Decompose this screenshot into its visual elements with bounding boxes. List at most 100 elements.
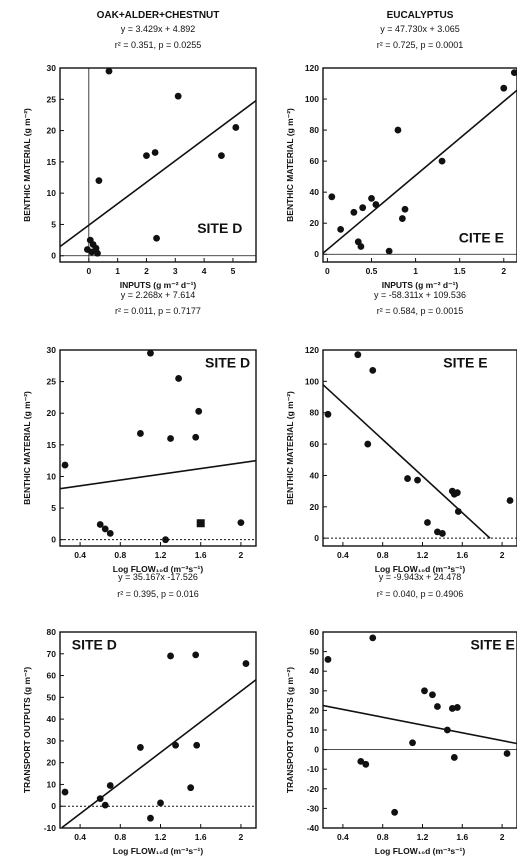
x-axis-label: Log FLOW₁₀d (m⁻³s⁻¹) xyxy=(113,564,204,574)
x-axis-label: INPUTS (g m⁻² d⁻¹) xyxy=(382,280,459,290)
data-point xyxy=(106,782,114,789)
y-tick-label: 40 xyxy=(47,714,57,724)
data-point xyxy=(414,476,421,484)
regression-stats: r² = 0.040, p = 0.4906 xyxy=(377,589,464,599)
panel-p6: y = -9.943x + 24.478 r² = 0.040, p = 0.49… xyxy=(285,572,517,856)
y-tick-label: 60 xyxy=(310,156,320,166)
data-point xyxy=(354,351,362,359)
data-point xyxy=(237,519,245,527)
y-tick-label: -30 xyxy=(307,803,320,813)
regression-line xyxy=(60,459,256,490)
y-tick-label: 10 xyxy=(310,725,320,735)
data-point xyxy=(96,521,104,528)
x-tick-label: 1.2 xyxy=(417,832,429,842)
y-tick-label: 10 xyxy=(47,471,57,481)
data-point xyxy=(372,201,380,208)
y-tick-label: 15 xyxy=(47,440,57,450)
y-tick-label: -20 xyxy=(307,784,320,794)
regression-equation: y = 35.167x -17.526 xyxy=(118,572,198,582)
y-tick-label: 20 xyxy=(310,705,320,715)
data-point xyxy=(453,704,461,711)
y-tick-label: 60 xyxy=(310,627,320,637)
data-point xyxy=(242,660,250,667)
site-label: SITE D xyxy=(72,637,117,653)
data-point xyxy=(350,208,358,216)
x-tick-label: 0.5 xyxy=(366,266,378,276)
x-tick-label: 0 xyxy=(86,266,91,276)
data-point xyxy=(137,744,144,751)
x-tick-label: 0.8 xyxy=(114,550,126,560)
data-point xyxy=(362,760,370,768)
data-point xyxy=(193,741,201,749)
data-point xyxy=(105,67,113,75)
data-point xyxy=(368,194,375,202)
plot-frame xyxy=(59,67,257,263)
data-point xyxy=(61,788,69,796)
x-tick-label: 0.8 xyxy=(114,832,126,842)
y-tick-label: 100 xyxy=(305,376,319,386)
y-tick-label: -10 xyxy=(44,823,57,833)
site-label: CITE E xyxy=(459,230,504,246)
y-tick-label: 25 xyxy=(47,94,57,104)
regression-stats: r² = 0.395, p = 0.016 xyxy=(117,589,199,599)
y-tick-label: 100 xyxy=(305,94,319,104)
data-point xyxy=(187,784,195,792)
y-tick-label: 0 xyxy=(314,249,319,259)
y-tick-label: 20 xyxy=(310,218,320,228)
panel-p2: EUCALYPTUS y = 47.730x + 3.065 r² = 0.725,… xyxy=(285,10,517,290)
panel-header: EUCALYPTUS xyxy=(387,10,454,21)
data-point xyxy=(192,433,200,441)
data-point xyxy=(328,193,336,201)
y-tick-label: 20 xyxy=(310,502,320,512)
data-point xyxy=(357,757,365,765)
panel-p3: y = 2.268x + 7.614 r² = 0.011, p = 0.7177… xyxy=(22,290,257,574)
data-point xyxy=(88,248,96,256)
data-point xyxy=(391,808,399,816)
data-point xyxy=(385,247,393,255)
y-axis-label: TRANSPORT OUTPUTS (g m⁻²) xyxy=(22,667,32,793)
regression-stats: r² = 0.584, p = 0.0015 xyxy=(377,306,464,316)
data-point xyxy=(429,691,436,699)
x-tick-label: 1 xyxy=(115,266,120,276)
data-point xyxy=(438,157,446,165)
regression-equation: y = 2.268x + 7.614 xyxy=(121,290,196,300)
y-tick-label: 0 xyxy=(51,801,56,811)
data-point xyxy=(143,152,150,160)
y-tick-label: 60 xyxy=(47,671,57,681)
y-tick-label: 0 xyxy=(51,535,56,545)
y-axis-label: BENTHIC MATERIAL (g m⁻²) xyxy=(285,108,295,222)
y-tick-label: 30 xyxy=(310,686,320,696)
y-tick-label: 60 xyxy=(310,439,320,449)
data-point xyxy=(174,92,182,100)
data-point xyxy=(157,799,164,807)
data-point xyxy=(167,435,174,442)
site-label: SITE E xyxy=(443,355,487,371)
x-tick-label: 1 xyxy=(413,266,418,276)
data-point xyxy=(409,739,416,747)
y-tick-label: 5 xyxy=(51,503,56,513)
plot-frame xyxy=(322,67,517,263)
y-tick-label: 20 xyxy=(47,408,57,418)
y-tick-label: 70 xyxy=(47,649,57,659)
regression-line xyxy=(60,100,256,248)
data-point xyxy=(151,149,159,156)
x-tick-label: 1.2 xyxy=(155,550,167,560)
data-point xyxy=(101,801,109,809)
data-point xyxy=(61,461,69,469)
data-point xyxy=(106,529,114,537)
x-tick-label: 2 xyxy=(501,266,506,276)
y-tick-label: 50 xyxy=(310,647,320,657)
data-point-square xyxy=(196,519,205,528)
data-point xyxy=(167,652,174,660)
y-tick-label: -10 xyxy=(307,764,320,774)
data-point xyxy=(192,651,200,659)
panel-p4: y = -58.311x + 109.536 r² = 0.584, p = 0.… xyxy=(285,290,517,574)
x-axis-label: Log FLOW₁₀d (m⁻³s⁻¹) xyxy=(375,564,466,574)
regression-line xyxy=(61,679,256,828)
regression-equation: y = 3.429x + 4.892 xyxy=(121,24,196,34)
data-point xyxy=(421,687,428,695)
regression-stats: r² = 0.351, p = 0.0255 xyxy=(115,40,202,50)
y-tick-label: 10 xyxy=(47,779,57,789)
x-tick-label: 3 xyxy=(173,266,178,276)
